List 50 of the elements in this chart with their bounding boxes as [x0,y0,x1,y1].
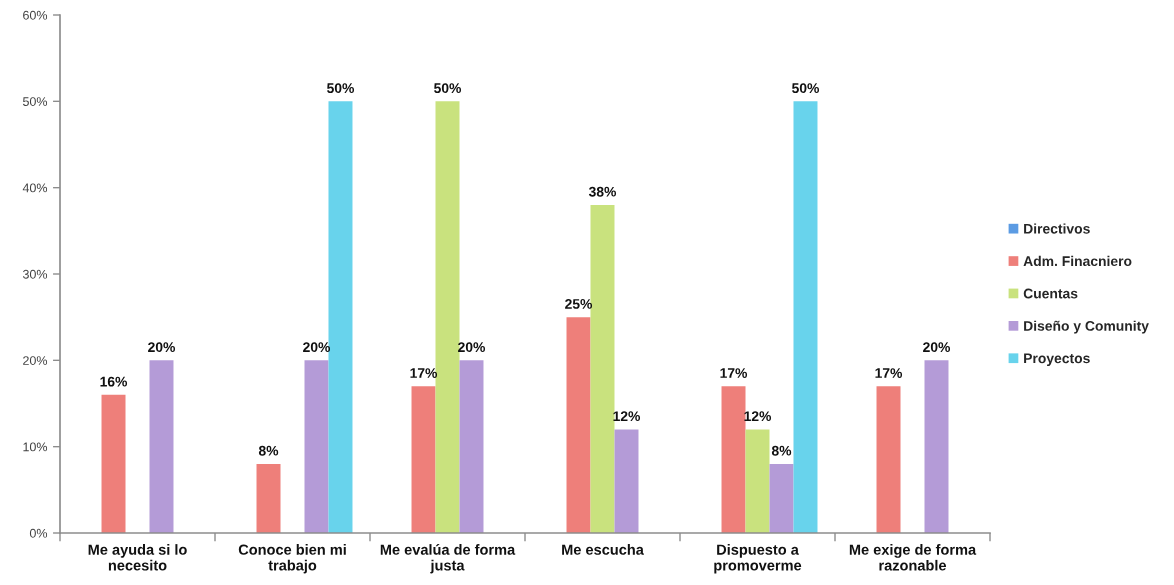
bar [590,204,615,533]
x-tick-label: Me exige de forma razonable [849,544,977,571]
data-label: 17% [410,368,438,378]
y-tick-label: 20% [23,356,48,365]
y-tick-label: 50% [22,97,48,106]
data-label: 20% [923,342,951,353]
bar [256,463,281,533]
data-label: 17% [720,368,748,378]
bar [435,101,460,533]
y-tick-label: 40% [22,183,48,193]
y-tick-label: 10% [23,442,48,452]
data-label: 20% [148,342,176,353]
x-tick-label: Me evalúa de forma justa [380,543,516,574]
bar [304,360,329,533]
legend-label: Proyectos [1024,353,1090,366]
bar [566,317,591,533]
data-label: 20% [458,342,486,353]
x-tick-label: Conoce bien mi trabajo [238,544,346,574]
bar [459,360,484,533]
data-label: 12% [613,411,641,422]
bar [721,386,746,533]
y-tick-label: 60% [23,10,48,20]
y-tick-label: 30% [22,269,48,279]
data-label: 38% [588,186,617,197]
bar [769,463,794,533]
bar [328,101,353,533]
legend-label: Directivos [1024,223,1090,234]
bar [411,386,436,533]
legend-label: Adm. Finacniero [1023,255,1132,267]
bar [745,429,770,533]
data-label: 17% [875,368,903,378]
bar [149,360,174,533]
bar [924,360,949,533]
data-label: 50% [327,83,355,94]
bar [876,386,901,533]
bar [614,429,639,533]
x-tick-label: Me ayuda si lo necesito [88,544,187,571]
data-label: 25% [565,299,593,309]
data-label: 50% [792,83,820,94]
data-label: 8% [258,445,279,456]
bar [101,394,126,533]
legend-label: Cuentas [1023,288,1078,299]
data-label: 50% [434,83,462,94]
data-label: 16% [100,376,128,387]
x-tick-label: Me escucha [562,544,644,555]
x-tick-label: Dispuesto a promoverme [714,544,802,574]
data-label: 8% [771,445,792,456]
y-tick-label: 0% [29,528,48,538]
legend-label: Diseño y Comunity [1024,320,1149,334]
bar [793,101,818,533]
